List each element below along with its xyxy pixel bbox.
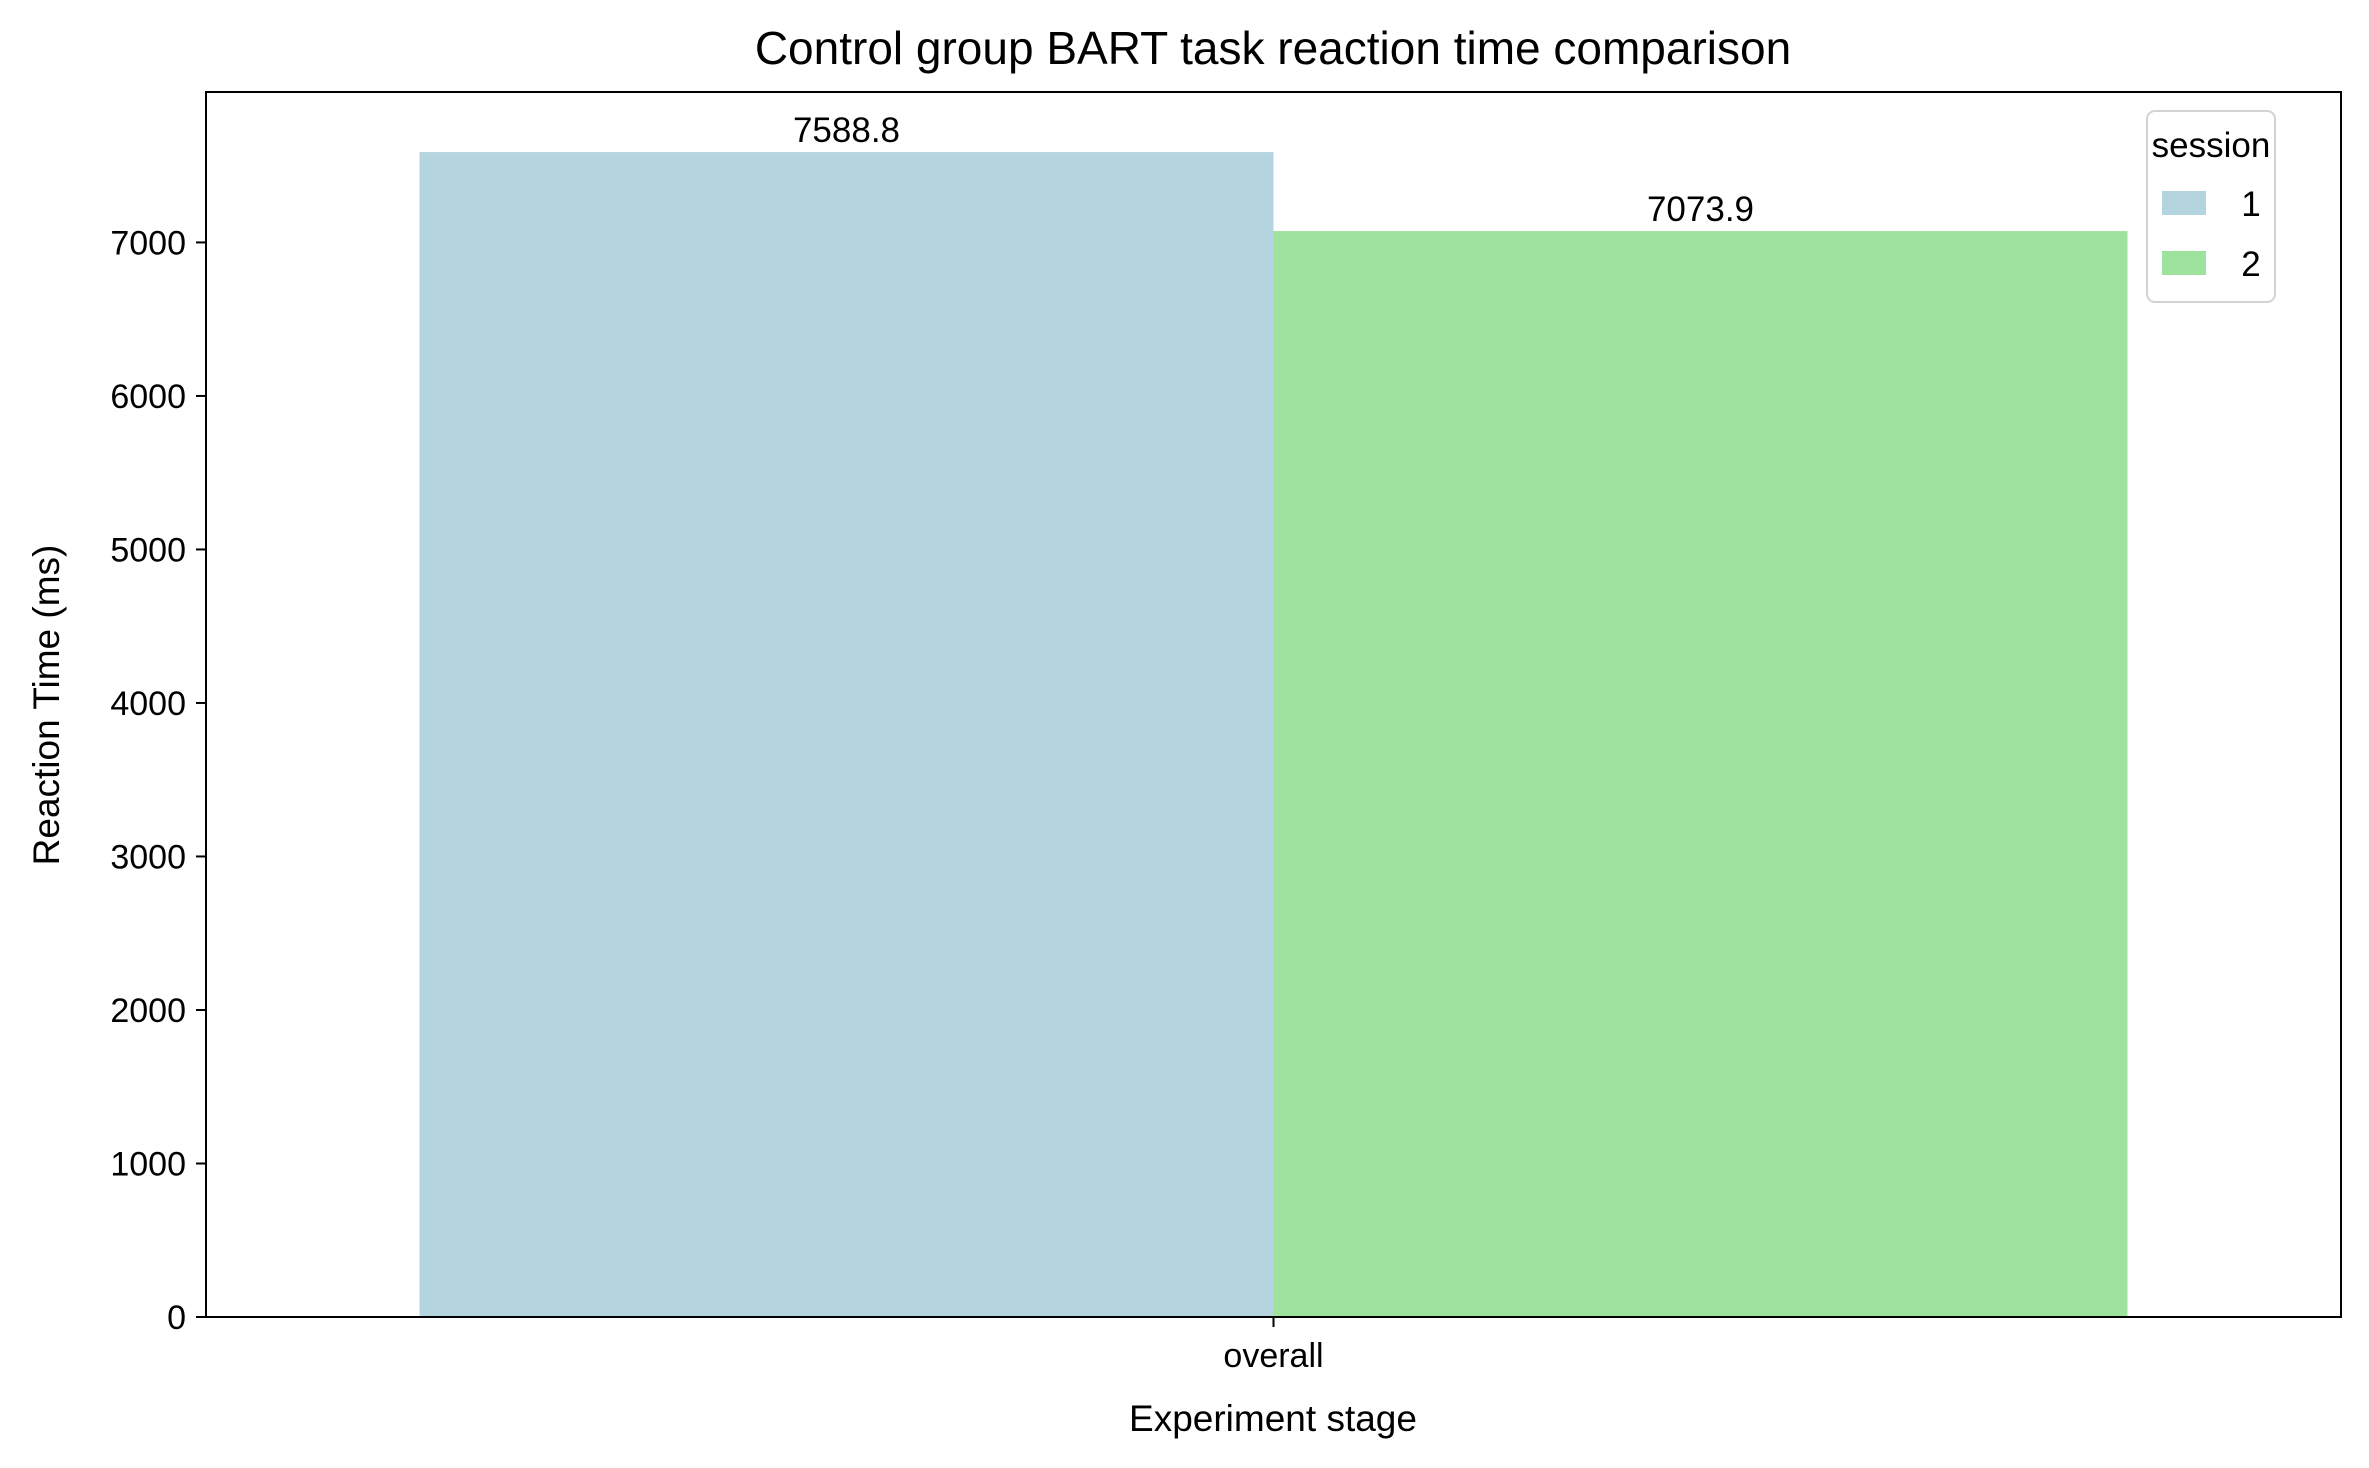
y-axis-label: Reaction Time (ms) [26, 545, 67, 866]
y-tick-label: 3000 [110, 838, 186, 876]
legend: session 1 2 [2146, 110, 2276, 303]
bar-session-2 [1273, 231, 2128, 1318]
y-axis-ticks: 0 1000 2000 3000 4000 5000 6000 7000 [110, 224, 206, 1337]
y-tick-label: 6000 [110, 378, 186, 416]
bars-group [419, 152, 2128, 1318]
legend-title: session [2152, 126, 2271, 165]
y-tick-label: 0 [167, 1299, 186, 1337]
legend-label-session-2: 2 [2241, 245, 2260, 284]
y-tick-label: 7000 [110, 224, 186, 262]
chart-title: Control group BART task reaction time co… [755, 22, 1791, 74]
x-axis-ticks: overall [1223, 1317, 1324, 1375]
x-tick-label: overall [1223, 1337, 1323, 1375]
y-tick-label: 4000 [110, 685, 186, 723]
data-label-session-1: 7588.8 [793, 111, 900, 150]
data-label-session-2: 7073.9 [1647, 190, 1754, 229]
legend-swatch-session-2 [2162, 251, 2206, 275]
y-tick-label: 2000 [110, 992, 186, 1030]
y-tick-label: 1000 [110, 1145, 186, 1183]
legend-label-session-1: 1 [2241, 185, 2260, 224]
y-tick-label: 5000 [110, 531, 186, 569]
bar-session-1 [419, 152, 1274, 1318]
x-axis-label: Experiment stage [1129, 1398, 1417, 1439]
legend-swatch-session-1 [2162, 191, 2206, 215]
data-labels-group: 7588.8 7073.9 [793, 111, 1754, 229]
